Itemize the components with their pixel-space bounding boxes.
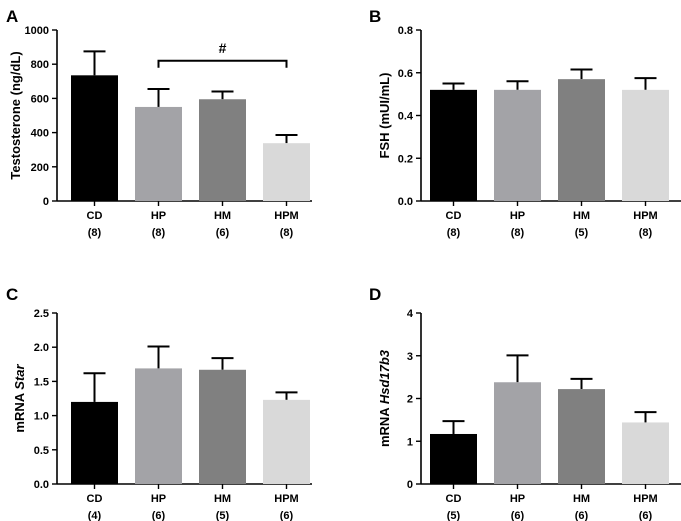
y-axis-label: mRNA Star	[12, 363, 27, 432]
bar-hm	[558, 79, 605, 201]
panel-b: B 0.0 0.2 0.4 0.6 0.8 FSH (mUI/mL) CD (8) HP (8) HM…	[369, 7, 681, 239]
category-label: HPM	[274, 210, 298, 222]
y-tick-label: 3	[407, 351, 413, 363]
sample-size-label: (6)	[575, 510, 589, 521]
y-tick-label: 4	[407, 308, 414, 320]
category-label: HP	[510, 493, 525, 505]
bar-hp	[494, 382, 541, 484]
y-tick-label: 0.4	[398, 111, 414, 123]
category-label: HM	[214, 493, 231, 505]
y-tick-label: 400	[31, 128, 49, 140]
panel-letter: A	[6, 7, 18, 26]
sample-size-label: (6)	[639, 510, 653, 521]
category-label: CD	[446, 493, 462, 505]
sample-size-label: (6)	[280, 510, 294, 521]
panel-a: A 0 200 400 600 800 1000 Testosterone (ng/dL) CD…	[6, 7, 312, 239]
sample-size-label: (6)	[216, 227, 230, 239]
category-label: HPM	[274, 493, 298, 505]
bar-cd	[71, 401, 118, 484]
bar-hm	[199, 99, 246, 201]
y-tick-label: 800	[31, 59, 49, 71]
sample-size-label: (8)	[88, 227, 102, 239]
y-tick-label: 0.6	[398, 68, 413, 80]
sample-size-label: (8)	[280, 227, 294, 239]
category-label: HM	[573, 493, 590, 505]
sample-size-label: (6)	[152, 510, 166, 521]
y-tick-label: 1000	[25, 25, 49, 37]
y-tick-label: 0.0	[34, 479, 49, 491]
significance-label: #	[219, 40, 227, 56]
y-tick-label: 0.0	[398, 196, 413, 208]
significance-bracket	[157, 59, 288, 68]
category-label: HPM	[633, 210, 657, 222]
category-label: HM	[573, 210, 590, 222]
sample-size-label: (5)	[447, 510, 461, 521]
y-tick-label: 0.2	[398, 153, 413, 165]
panel-letter: B	[369, 7, 381, 26]
bar-hpm	[263, 143, 310, 201]
panel-letter: D	[369, 285, 381, 304]
bar-hp	[135, 368, 182, 484]
y-tick-label: 1	[407, 436, 413, 448]
y-tick-label: 600	[31, 93, 49, 105]
category-label: HP	[151, 210, 166, 222]
bar-hm	[199, 369, 246, 484]
category-label: CD	[87, 210, 103, 222]
sample-size-label: (8)	[511, 227, 525, 239]
y-tick-label: 0	[43, 196, 49, 208]
y-tick-label: 0	[407, 479, 413, 491]
bar-hpm	[622, 422, 669, 484]
bar-cd	[71, 75, 118, 201]
y-tick-label: 0.8	[398, 25, 413, 37]
y-axis-label: Testosterone (ng/dL)	[8, 51, 23, 179]
bar-cd	[430, 89, 477, 201]
y-tick-label: 0.5	[34, 445, 49, 457]
panel-letter: C	[6, 285, 18, 304]
bar-hpm	[263, 399, 310, 484]
category-label: HP	[510, 210, 525, 222]
bar-hp	[135, 106, 182, 201]
y-tick-label: 1.5	[34, 376, 49, 388]
sample-size-label: (8)	[152, 227, 166, 239]
bar-cd	[430, 433, 477, 484]
y-tick-label: 1.0	[34, 411, 49, 423]
y-tick-label: 2	[407, 394, 413, 406]
bar-hp	[494, 89, 541, 201]
category-label: HP	[151, 493, 166, 505]
y-axis-label: FSH (mUI/mL)	[377, 73, 392, 159]
y-tick-label: 2.0	[34, 342, 49, 354]
panel-d: D 0 1 2 3 4 mRNA Hsd17b3 CD (5) HP (6) HM (6) HPM (6)	[369, 285, 681, 521]
sample-size-label: (5)	[216, 510, 230, 521]
category-label: CD	[446, 210, 462, 222]
sample-size-label: (8)	[639, 227, 653, 239]
sample-size-label: (4)	[88, 510, 102, 521]
y-axis-label: mRNA Hsd17b3	[377, 349, 392, 447]
panel-c: C 0.0 0.5 1.0 1.5 2.0 2.5 mRNA Star CD (4) HP (6) HM…	[6, 285, 312, 521]
sample-size-label: (8)	[447, 227, 461, 239]
category-label: HPM	[633, 493, 657, 505]
bar-hm	[558, 389, 605, 484]
bar-hpm	[622, 89, 669, 201]
category-label: CD	[87, 493, 103, 505]
y-tick-label: 2.5	[34, 308, 49, 320]
sample-size-label: (6)	[511, 510, 525, 521]
sample-size-label: (5)	[575, 227, 589, 239]
y-tick-label: 200	[31, 162, 49, 174]
category-label: HM	[214, 210, 231, 222]
